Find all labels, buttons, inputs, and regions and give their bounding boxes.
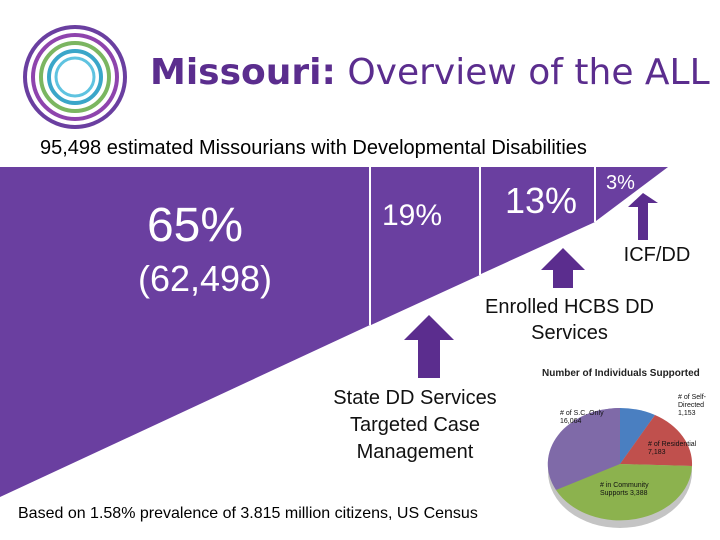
mini-chart-title: Number of Individuals Supported <box>542 368 700 379</box>
pie-label-sc-only: # of S.C. Only 16,064 <box>560 410 604 425</box>
footnote: Based on 1.58% prevalence of 3.815 milli… <box>18 505 478 522</box>
page-title: Missouri: Overview of the ALL <box>150 52 710 93</box>
pie-slice-self-directed <box>620 407 655 464</box>
wedge-segment-19 <box>371 167 480 325</box>
mini-pie-chart <box>547 407 693 528</box>
segment-13-percent: 13% <box>505 180 578 221</box>
label-icf-dd: ICF/DD <box>623 244 691 266</box>
segment-65-count: (62,498) <box>137 258 273 299</box>
wedge-segment-65 <box>0 167 370 497</box>
arrow-up-icon <box>404 315 454 378</box>
title-bold: Missouri: <box>150 52 336 93</box>
wedge-segment-3 <box>596 167 668 221</box>
arrow-up-icon <box>628 193 658 240</box>
segment-3-percent: 3% <box>606 172 635 194</box>
wedge-segment-13 <box>481 167 595 274</box>
title-rest: Overview of the ALL <box>335 52 710 93</box>
label-enrolled-hcbs: Enrolled HCBS DD Services <box>485 296 654 344</box>
pie-slice-residential <box>620 415 693 466</box>
pie-slice-community <box>556 464 692 521</box>
subtitle: 95,498 estimated Missourians with Develo… <box>40 137 587 159</box>
segment-65-percent: 65% <box>146 199 244 252</box>
pie-label-community: # in Community Supports 3,388 <box>600 482 649 497</box>
pie-label-residential: # of Residential 7,183 <box>648 441 697 456</box>
segment-19-percent: 19% <box>382 199 443 232</box>
pie-slice-sc-only <box>547 407 620 490</box>
label-state-dd-services: State DD Services Targeted Case Manageme… <box>333 387 497 463</box>
logo-rings-icon <box>23 25 127 129</box>
arrow-up-icon <box>541 248 585 288</box>
pie-label-self-directed: # of Self-Directed 1,153 <box>678 394 707 417</box>
